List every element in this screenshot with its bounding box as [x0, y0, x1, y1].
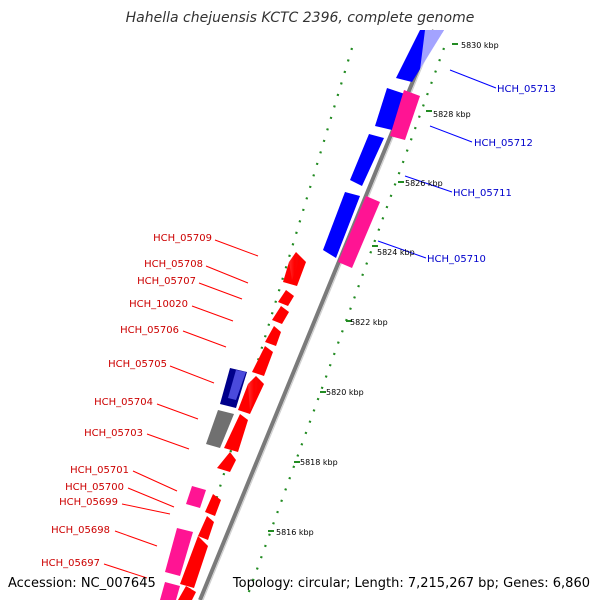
tick-label: 5818 kbp	[300, 458, 338, 467]
gene-hch-05706	[252, 346, 273, 376]
topology-text: Topology: circular; Length: 7,215,267 bp…	[232, 576, 590, 591]
gene-pink-5824	[338, 196, 380, 268]
gene-label[interactable]: HCH_05706	[120, 325, 179, 336]
gene-label[interactable]: HCH_05707	[137, 276, 196, 287]
gc-dots-inner-track	[184, 47, 354, 600]
gene-label[interactable]: HCH_05710	[427, 254, 486, 265]
gene-hch-05700	[205, 494, 221, 516]
gene-hch-05697	[180, 536, 208, 588]
gene-label[interactable]: HCH_05705	[108, 359, 167, 370]
gene-label[interactable]: HCH_10020	[129, 299, 188, 310]
gene-red-5818	[217, 452, 236, 472]
gene-pink-bottom	[160, 582, 180, 600]
tick-marks	[268, 43, 458, 532]
gene-label[interactable]: HCH_05697	[41, 558, 100, 569]
gene-label[interactable]: HCH_05703	[84, 428, 143, 439]
gene-label[interactable]: HCH_05698	[51, 525, 110, 536]
accession-text: Accession: NC_007645	[8, 576, 156, 591]
gene-hch-05713-shade	[420, 30, 444, 70]
tick-label: 5824 kbp	[377, 248, 415, 257]
gene-hch-05703	[224, 414, 248, 452]
gc-dots-outer-track	[244, 47, 446, 600]
gene-label[interactable]: HCH_05699	[59, 497, 118, 508]
gene-hch-05705-dark-lite	[228, 370, 246, 400]
gene-label[interactable]: HCH_05711	[453, 188, 512, 199]
gene-hch-05707	[272, 306, 289, 324]
tick-label: 5816 kbp	[276, 528, 314, 537]
gene-hch-05712-neighbor	[375, 88, 405, 130]
gene-hch-05703-pseudo	[206, 410, 234, 448]
gene-hch-05712	[390, 90, 420, 140]
gene-shading	[248, 252, 300, 410]
reverse-strand-genes	[206, 30, 444, 448]
gene-hch-10020	[265, 326, 281, 346]
gene-label[interactable]: HCH_05700	[65, 482, 124, 493]
tick-label: 5820 kbp	[326, 388, 364, 397]
tick-label: 5828 kbp	[433, 110, 471, 119]
gene-label[interactable]: HCH_05708	[144, 259, 203, 270]
gene-hch-05699	[198, 516, 214, 540]
left-gene-labels: HCH_05709 HCH_05708 HCH_05707 HCH_10020 …	[41, 233, 212, 569]
tick-labels: 5830 kbp 5828 kbp 5826 kbp 5824 kbp 5822…	[276, 41, 499, 537]
gene-red-bottom	[178, 586, 196, 600]
right-leader-lines	[377, 69, 497, 259]
gene-label[interactable]: HCH_05713	[497, 84, 556, 95]
gene-hch-05711	[350, 134, 384, 186]
rna-genes	[160, 90, 420, 600]
gene-label[interactable]: HCH_05712	[474, 138, 533, 149]
gene-label[interactable]: HCH_05701	[70, 465, 129, 476]
right-gene-labels: HCH_05713 HCH_05712 HCH_05711 HCH_05710	[427, 84, 556, 265]
left-leader-lines	[103, 239, 259, 579]
gene-label[interactable]: HCH_05709	[153, 233, 212, 244]
gene-hch-05710	[323, 192, 360, 258]
forward-strand-genes	[178, 252, 306, 600]
gene-hch-05701	[186, 486, 206, 508]
gene-label[interactable]: HCH_05704	[94, 397, 153, 408]
tick-label: 5830 kbp	[461, 41, 499, 50]
map-title: Hahella chejuensis KCTC 2396, complete g…	[126, 10, 475, 26]
tick-label: 5826 kbp	[405, 179, 443, 188]
gene-hch-05698	[165, 528, 193, 576]
gene-hch-05708	[278, 290, 294, 306]
tick-label: 5822 kbp	[350, 318, 388, 327]
